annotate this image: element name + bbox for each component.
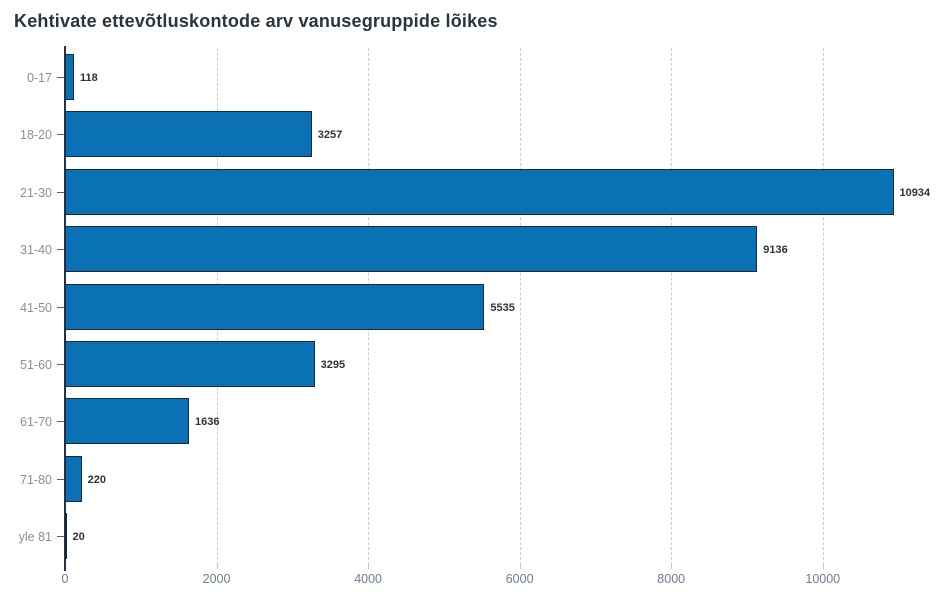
category-label: 71-80 bbox=[20, 472, 52, 487]
bar-value-label: 1636 bbox=[194, 416, 220, 429]
bar-value-label: 3257 bbox=[317, 129, 343, 142]
x-tick-label: 4000 bbox=[354, 572, 382, 586]
x-tick-label: 2000 bbox=[202, 572, 231, 586]
category-label: 51-60 bbox=[20, 357, 52, 372]
bar bbox=[65, 168, 894, 215]
y-tick bbox=[57, 76, 64, 78]
bar-value-label: 3295 bbox=[320, 358, 346, 371]
bar-value-label: 20 bbox=[72, 531, 85, 544]
x-tick-label: 6000 bbox=[505, 572, 534, 586]
x-tick bbox=[671, 565, 673, 569]
y-tick bbox=[57, 249, 64, 251]
x-tick-label: 0 bbox=[61, 572, 69, 586]
bar-value-label: 9136 bbox=[763, 244, 788, 257]
y-tick bbox=[57, 134, 64, 136]
bar bbox=[65, 398, 189, 445]
chart-title: Kehtivate ettevõtluskontode arv vanusegr… bbox=[14, 11, 498, 31]
y-tick bbox=[57, 363, 64, 365]
category-label: 61-70 bbox=[20, 415, 52, 430]
bar bbox=[65, 283, 485, 330]
bar-value-label: 118 bbox=[79, 71, 98, 84]
y-tick bbox=[57, 536, 64, 538]
bar bbox=[65, 111, 312, 158]
bar bbox=[65, 513, 67, 560]
x-tick bbox=[822, 565, 824, 569]
gridline bbox=[671, 48, 673, 565]
x-tick-label: 10000 bbox=[805, 572, 841, 586]
x-tick bbox=[519, 565, 521, 569]
y-tick bbox=[57, 191, 64, 193]
bar-value-label: 220 bbox=[87, 473, 107, 486]
category-label: 21-30 bbox=[20, 185, 52, 200]
category-label: 41-50 bbox=[20, 300, 52, 315]
y-tick bbox=[57, 478, 64, 480]
x-tick bbox=[368, 565, 370, 569]
y-tick bbox=[57, 306, 64, 308]
category-label: yle 81 bbox=[18, 530, 52, 545]
gridline bbox=[822, 48, 824, 565]
bar-value-label: 10934 bbox=[899, 186, 931, 199]
bar bbox=[65, 53, 74, 100]
category-label: 0-17 bbox=[26, 70, 52, 85]
y-tick bbox=[57, 421, 64, 423]
bar bbox=[65, 226, 758, 273]
bar bbox=[65, 340, 315, 387]
category-label: 18-20 bbox=[20, 128, 52, 143]
gridline bbox=[519, 48, 521, 565]
bar bbox=[65, 455, 82, 502]
bar-value-label: 5535 bbox=[490, 301, 515, 314]
x-tick-label: 8000 bbox=[657, 572, 686, 586]
x-tick bbox=[216, 565, 218, 569]
category-label: 31-40 bbox=[20, 243, 52, 258]
